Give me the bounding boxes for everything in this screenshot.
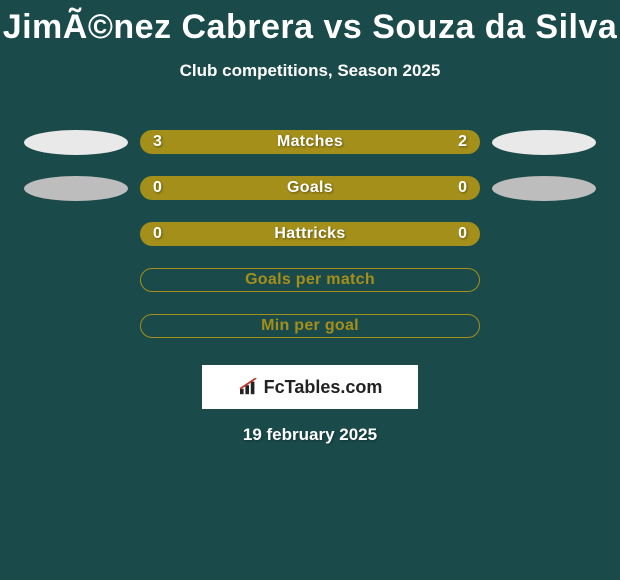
stat-label: Min per goal [261,317,359,335]
stat-right-value: 0 [458,225,467,243]
stat-left-value: 3 [153,133,162,151]
ellipse-placeholder [492,268,596,293]
fctables-logo[interactable]: FcTables.com [202,365,418,409]
stat-left-value: 0 [153,179,162,197]
stat-row: 3 Matches 2 [0,119,620,165]
stat-right-value: 0 [458,179,467,197]
ellipse-placeholder [24,314,128,339]
stat-label: Matches [277,133,343,151]
ellipse-placeholder [492,314,596,339]
player1-badge [24,176,128,201]
stat-bar-hattricks: 0 Hattricks 0 [140,222,480,246]
stats-container: 3 Matches 2 0 Goals 0 0 Hattricks 0 [0,119,620,349]
stat-row: Goals per match [0,257,620,303]
stat-left-value: 0 [153,225,162,243]
stat-bar-matches: 3 Matches 2 [140,130,480,154]
player2-badge [492,130,596,155]
stat-bar-goals-per-match: Goals per match [140,268,480,292]
stat-label: Goals per match [245,271,375,289]
ellipse-placeholder [24,222,128,247]
stat-label: Hattricks [274,225,345,243]
stat-row: 0 Goals 0 [0,165,620,211]
player2-badge [492,176,596,201]
logo-suffix: Tables.com [285,377,383,398]
stat-right-value: 2 [458,133,467,151]
page-subtitle: Club competitions, Season 2025 [0,61,620,81]
stat-label: Goals [287,179,333,197]
stat-bar-goals: 0 Goals 0 [140,176,480,200]
page-title: JimÃ©nez Cabrera vs Souza da Silva [0,0,620,47]
logo-text: FcTables.com [238,377,383,398]
bar-chart-icon [238,378,260,396]
stat-row: 0 Hattricks 0 [0,211,620,257]
stat-row: Min per goal [0,303,620,349]
ellipse-placeholder [492,222,596,247]
comparison-infographic: JimÃ©nez Cabrera vs Souza da Silva Club … [0,0,620,580]
player1-badge [24,130,128,155]
logo-prefix: Fc [264,377,285,398]
ellipse-placeholder [24,268,128,293]
stat-bar-min-per-goal: Min per goal [140,314,480,338]
comparison-date: 19 february 2025 [0,425,620,445]
